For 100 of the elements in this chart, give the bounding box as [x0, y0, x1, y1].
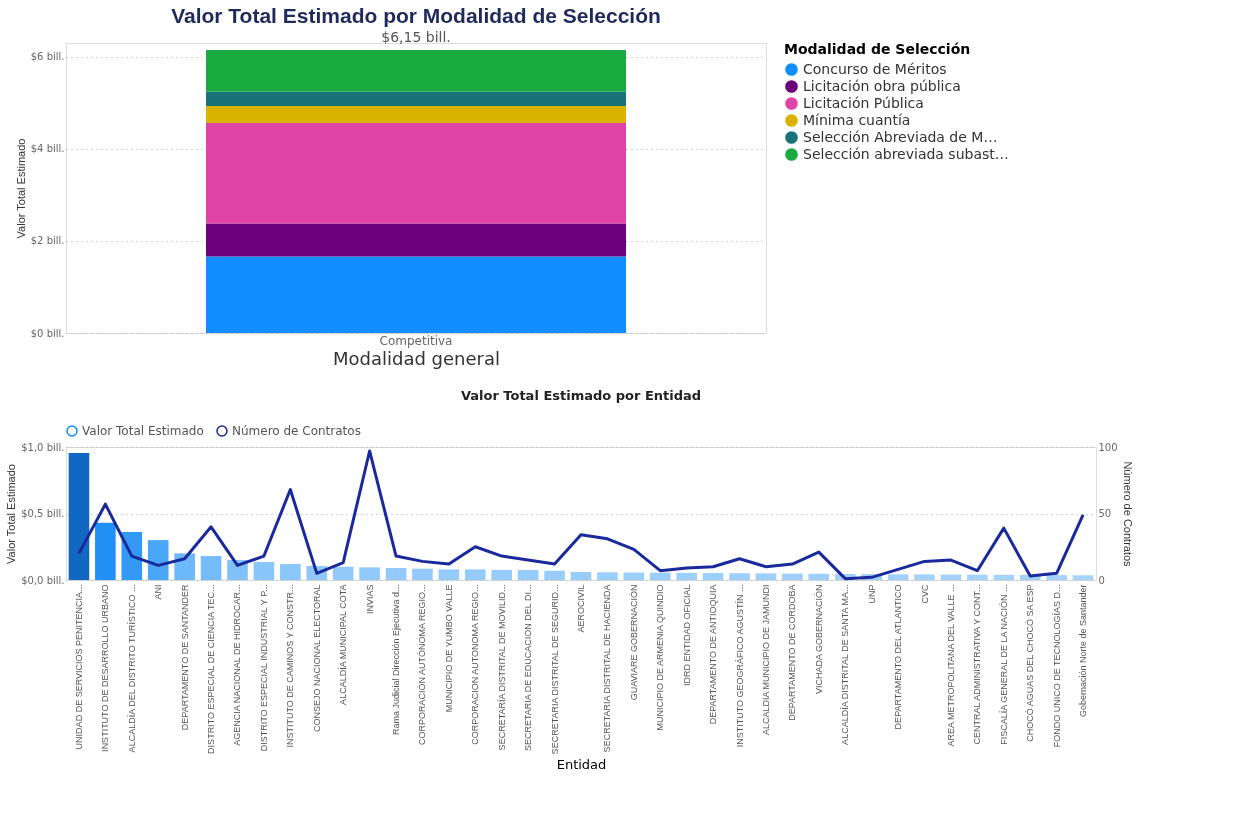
- x-axis-title: Modalidad general: [332, 347, 501, 369]
- legend-label: Selección abreviada subast…: [803, 145, 1009, 162]
- x-tick-label: AEROCIVIL: [576, 584, 586, 633]
- y-tick-label: $0,5 bill.: [21, 508, 65, 519]
- x-tick-label: MUNICIPIO DE YUMBO VALLE: [443, 584, 454, 713]
- x-tick-label: SECRETARIA DISTRITAL DE SEGURID...: [549, 584, 560, 755]
- bar: [623, 572, 645, 580]
- x-tick-label: DEPARTAMENTO DE CORDOBA: [787, 584, 798, 721]
- x-tick-label: DEPARTAMENTO DE SANTANDER: [179, 584, 190, 731]
- bar: [491, 570, 513, 580]
- x-tick-label: GUAVIARE GOBERNACIÓN: [628, 584, 639, 701]
- bar: [359, 567, 380, 580]
- bar: [206, 256, 626, 333]
- bar: [887, 574, 909, 580]
- x-tick-label: CVC: [919, 584, 930, 604]
- x-tick-label: UNP: [866, 584, 877, 604]
- x-tick-label: CENTRAL ADMINISTRATIVA Y CONT...: [972, 584, 983, 745]
- y2-tick-label: 0: [1098, 574, 1105, 586]
- x-tick-label: ANI: [153, 584, 164, 600]
- bar: [253, 562, 275, 580]
- bar: [280, 564, 301, 580]
- bar: [206, 123, 626, 224]
- total-label: $6,15 bill.: [381, 28, 451, 45]
- x-tick-label: SECRETARÍA DISTRITAL DE MOVILID...: [496, 584, 507, 751]
- x-tick-label: INVIAS: [364, 584, 375, 615]
- x-tick-label: MUNICIPIO DE ARMENIA QUINDIO: [655, 584, 666, 731]
- x-tick-label: FISCALÍA GENERAL DE LA NACIÓN ...: [998, 584, 1009, 745]
- legend-label: Número de Contratos: [232, 424, 361, 438]
- x-tick-label: DISTRITO ESPECIAL DE CIENCIA TEC...: [206, 584, 217, 754]
- x-tick-label: UNIDAD DE SERVICIOS PENITENCIA...: [73, 584, 84, 750]
- bar: [1072, 575, 1094, 580]
- x-tick-label: AREA METROPOLITANA DEL VALLE ...: [945, 584, 956, 747]
- x-tick-label: DEPARTAMENTO DEL ATLANTICO: [893, 584, 904, 730]
- x-tick-label: AGENCIA NACIONAL DE HIDROCAR...: [232, 584, 243, 746]
- bar: [517, 570, 539, 580]
- bar: [68, 452, 90, 580]
- x-tick-label: FONDO UNICO DE TECNOLOGÍAS D...: [1051, 584, 1062, 748]
- y-tick-label: $0,0 bill.: [21, 574, 65, 586]
- legend-title: Modalidad de Selección: [784, 41, 971, 57]
- y-tick-label: $2 bill.: [30, 235, 65, 247]
- bar: [702, 573, 724, 580]
- chart-title: Valor Total Estimado por Entidad: [460, 388, 702, 403]
- y-tick-label: $0 bill.: [30, 327, 65, 339]
- legend-label: Licitación obra pública: [803, 77, 961, 94]
- x-tick-label: SECRETARIA DE EDUCACION DEL DI...: [523, 584, 534, 752]
- bar: [385, 568, 407, 580]
- bar: [206, 223, 626, 257]
- bar: [332, 566, 354, 580]
- x-tick-label: Gobernación Norte de Santander: [1078, 584, 1089, 718]
- bar: [729, 573, 750, 580]
- y-tick-label: $1,0 bill.: [21, 441, 65, 453]
- legend-label: Selección Abreviada de M…: [803, 128, 998, 145]
- x-tick-label: INSTITUTO GEOGRÁFICO AGUSTÍN ...: [734, 584, 745, 748]
- x-tick-label: ALCALDIA MUNICIPIO DE JAMUNDI: [760, 584, 771, 736]
- bar: [914, 574, 935, 580]
- y2-tick-label: 50: [1098, 508, 1112, 519]
- bar: [206, 91, 626, 107]
- x-tick-label: CORPORACIÓN AUTÓNOMA REGIO...: [417, 584, 428, 746]
- bar: [438, 569, 460, 580]
- bar: [1046, 575, 1067, 580]
- legend-label: Mínima cuantía: [803, 111, 911, 128]
- bar: [782, 573, 803, 580]
- bar: [570, 572, 592, 580]
- x-tick-label: ALCALDÍA MUNICIPAL COTA: [338, 584, 349, 705]
- chart-title: Valor Total Estimado por Modalidad de Selección: [171, 3, 661, 27]
- x-tick-label: DEPARTAMENTO DE ANTIOQUIA: [708, 584, 719, 725]
- bar: [808, 573, 830, 580]
- y2-tick-label: 100: [1098, 441, 1118, 453]
- bar: [597, 572, 618, 580]
- x-tick-label: Rama Judicial Dirección Ejecutiva d...: [391, 584, 402, 736]
- bar: [676, 572, 697, 580]
- x-tick-label: Competitiva: [379, 333, 453, 348]
- bar: [412, 568, 433, 580]
- x-tick-label: DISTRITO ESPECIAL INDUSTRIAL Y P...: [258, 584, 269, 752]
- x-tick-label: ALCALDÍA DEL DISTRITO TURÍSTICO ...: [126, 584, 137, 753]
- legend-label: Licitación Pública: [803, 94, 924, 111]
- x-tick-label: IDRD ENTIDAD OFICIAL: [681, 584, 692, 687]
- x-tick-label: INSTITUTO DE CAMINOS Y CONSTR...: [285, 584, 296, 748]
- x-tick-label: ALCALDÍA DISTRITAL DE SANTA MA...: [840, 584, 851, 745]
- y-axis-title: Valor Total Estimado: [14, 138, 27, 239]
- x-tick-label: SECRETARIA DISTRITAL DE HACIENDA: [602, 584, 613, 753]
- x-tick-label: VICHADA GOBERNACIÓN: [813, 584, 824, 695]
- bar: [649, 572, 671, 580]
- y-axis-title: Valor Total Estimado: [5, 464, 18, 564]
- x-tick-label: INSTITUTO DE DESARROLLO URBANO: [100, 584, 111, 752]
- bar: [206, 106, 626, 124]
- line-series: [77, 449, 1085, 581]
- legend-label: Concurso de Méritos: [803, 60, 947, 77]
- y-tick-label: $6 bill.: [30, 51, 65, 63]
- bar: [95, 522, 116, 580]
- bar: [755, 573, 777, 580]
- bar: [200, 556, 222, 580]
- bar: [147, 540, 169, 580]
- x-tick-label: CONSEJO NACIONAL ELECTORAL: [311, 584, 322, 733]
- bar: [544, 570, 565, 580]
- y2-axis-title: Número de Contratos: [1121, 461, 1134, 568]
- x-axis-title: Entidad: [556, 757, 607, 773]
- bar: [465, 569, 486, 580]
- bar: [206, 49, 626, 92]
- x-tick-label: CHOCÓ AGUAS DEL CHOCÓ SA ESP: [1025, 584, 1036, 742]
